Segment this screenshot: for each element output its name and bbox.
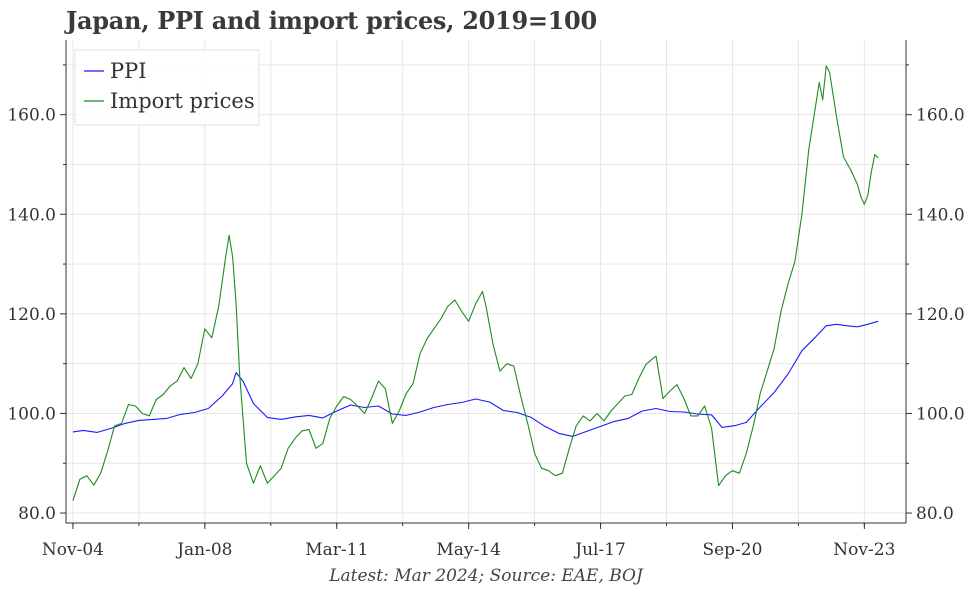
legend-label: PPI <box>110 59 147 83</box>
y-tick-label-right: 160.0 <box>916 106 965 126</box>
y-tick-label-left: 120.0 <box>7 305 56 325</box>
chart-source-note: Latest: Mar 2024; Source: EAE, BOJ <box>329 566 643 586</box>
x-tick-label: Jul-17 <box>573 540 626 560</box>
chart-title: Japan, PPI and import prices, 2019=100 <box>66 6 597 35</box>
legend-label: Import prices <box>110 89 255 113</box>
y-tick-label-right: 120.0 <box>916 305 965 325</box>
series-lines <box>72 65 879 501</box>
x-tick-label: Nov-23 <box>833 540 895 560</box>
y-tick-label-left: 100.0 <box>7 404 56 424</box>
axes: 80.0 80.0 100.0 100.0 120.0 120.0 140.0 140.0 16… <box>7 40 965 560</box>
legend: PPI Import prices <box>74 49 260 126</box>
y-tick-label-left: 80.0 <box>18 504 56 524</box>
y-tick-label-right: 140.0 <box>916 205 965 225</box>
x-tick-label: May-14 <box>436 540 501 560</box>
x-tick-label: Sep-20 <box>702 540 762 560</box>
y-tick-label-left: 140.0 <box>7 205 56 225</box>
y-tick-label-right: 80.0 <box>916 504 954 524</box>
y-tick-label-right: 100.0 <box>916 404 965 424</box>
y-tick-label-left: 160.0 <box>7 106 56 126</box>
legend-box <box>74 49 260 126</box>
series-line-ppi <box>72 320 879 437</box>
x-tick-label: Nov-04 <box>42 540 104 560</box>
series-line-import-prices <box>72 65 879 501</box>
x-tick-label: Mar-11 <box>305 540 368 560</box>
x-tick-label: Jan-08 <box>175 540 232 560</box>
